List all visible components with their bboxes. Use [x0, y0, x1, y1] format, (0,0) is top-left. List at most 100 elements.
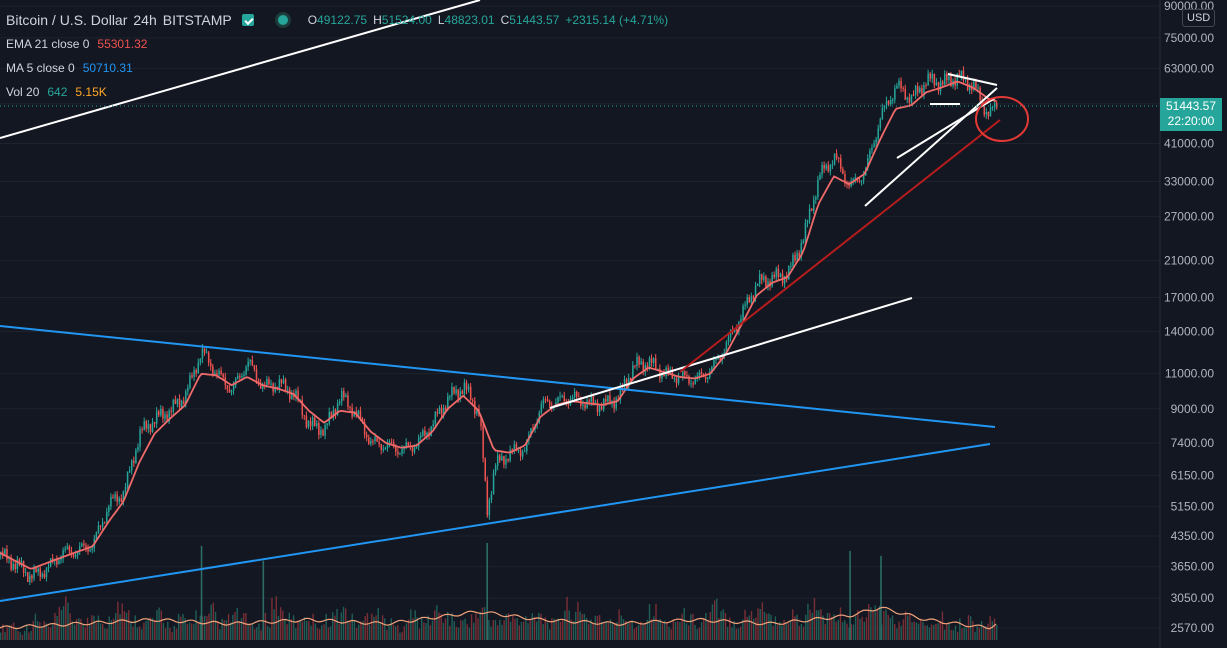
- price-axis[interactable]: 90000.0075000.0063000.0041000.0033000.00…: [1164, 0, 1214, 635]
- volume-bar: [260, 630, 262, 640]
- volume-bar: [670, 629, 672, 640]
- candle-body: [783, 275, 786, 284]
- volume-bar: [969, 616, 972, 640]
- volume-bar: [200, 545, 203, 640]
- volume-bar: [141, 629, 143, 640]
- candle-body: [900, 80, 902, 89]
- candle-body: [771, 274, 773, 287]
- volume-bar: [525, 616, 527, 640]
- volume-bar: [41, 626, 43, 640]
- interval[interactable]: 24h: [133, 12, 157, 28]
- ohlc-values: O49122.75 H51524.00 L48823.01 C51443.57 +231…: [307, 13, 669, 27]
- price-tick-label: 3050.00: [1171, 591, 1215, 605]
- volume-bar: [138, 626, 141, 640]
- volume-bar: [290, 619, 293, 640]
- volume-bar: [779, 621, 781, 640]
- candle-body: [336, 403, 339, 415]
- volume-bar: [407, 619, 410, 640]
- candle-body: [172, 399, 175, 412]
- volume-bar: [195, 610, 197, 640]
- volume-bar: [423, 622, 425, 640]
- volume-indicator[interactable]: Vol 20 642 5.15K: [6, 80, 674, 104]
- volume-bar: [770, 614, 772, 640]
- candle-body: [330, 411, 333, 417]
- candle-body: [122, 491, 125, 502]
- volume-bar: [71, 621, 74, 640]
- candle-body: [145, 421, 148, 429]
- trendline-white-steep: [864, 87, 998, 207]
- volume-bar: [366, 612, 369, 640]
- candle-body: [902, 88, 904, 90]
- candle-body: [879, 118, 882, 129]
- candle-body: [187, 387, 189, 392]
- candle-body: [251, 359, 254, 366]
- candle-body: [937, 82, 940, 91]
- candle-body: [883, 105, 886, 108]
- volume-bar: [826, 612, 829, 640]
- volume-bar: [959, 618, 961, 640]
- volume-bar: [822, 615, 824, 640]
- ma-indicator[interactable]: MA 5 close 0 50710.31: [6, 56, 674, 80]
- candle-body: [457, 389, 459, 399]
- candle-body: [268, 378, 270, 385]
- volume-bar: [128, 610, 130, 640]
- candle-body: [259, 382, 262, 389]
- volume-bar: [429, 625, 432, 640]
- candle-body: [831, 164, 834, 166]
- candle-body: [935, 82, 938, 86]
- candle-body: [316, 423, 318, 426]
- volume-bar: [672, 619, 675, 640]
- volume-bar: [570, 619, 573, 640]
- volume-bar: [173, 625, 175, 640]
- volume-bar: [837, 619, 839, 640]
- candle-body: [141, 429, 143, 431]
- candle-body: [852, 179, 855, 182]
- candle-body: [195, 370, 197, 374]
- candle-body: [112, 496, 114, 499]
- candle-body: [110, 496, 112, 507]
- volume-bar: [323, 624, 325, 640]
- volume-bar: [562, 619, 564, 640]
- volume-bar: [236, 607, 238, 640]
- volume-bar: [572, 620, 575, 640]
- volume-bar: [375, 615, 377, 640]
- volume-bar: [405, 623, 408, 640]
- candle-body: [800, 242, 803, 257]
- volume-bar: [8, 625, 11, 640]
- currency-button[interactable]: USD: [1182, 9, 1216, 27]
- candle-body: [463, 382, 466, 395]
- volume-bar: [394, 626, 397, 640]
- volume-bar: [933, 624, 935, 640]
- candle-body: [844, 174, 846, 184]
- candle-body: [993, 102, 996, 108]
- candle-body: [168, 410, 170, 422]
- volume-bar: [813, 598, 816, 640]
- candle-body: [690, 383, 692, 385]
- check-icon[interactable]: [241, 14, 254, 26]
- volume-bar: [943, 629, 946, 640]
- candle-body: [261, 384, 264, 389]
- volume-bar: [21, 634, 24, 640]
- volume-bar: [865, 617, 868, 640]
- volume-bar: [815, 610, 818, 640]
- candle-body: [363, 422, 366, 435]
- candle-body: [725, 342, 728, 353]
- trend-drawings[interactable]: [0, 0, 1029, 602]
- volume-bar: [292, 615, 295, 640]
- candle-body: [605, 398, 607, 402]
- open-value: 49122.75: [317, 13, 368, 27]
- candle-body: [66, 546, 69, 549]
- volume-bar: [425, 623, 427, 640]
- volume-bar: [531, 613, 534, 640]
- candle-body: [185, 391, 187, 404]
- candle-body: [320, 430, 322, 435]
- ema-indicator[interactable]: EMA 21 close 0 55301.32: [6, 32, 674, 56]
- candle-body: [85, 545, 87, 548]
- candle-body: [968, 85, 971, 91]
- candle-body: [825, 165, 827, 169]
- volume-bar: [796, 614, 798, 640]
- volume-bar: [327, 627, 330, 640]
- volume-bar: [883, 611, 885, 640]
- candle-body: [76, 551, 79, 555]
